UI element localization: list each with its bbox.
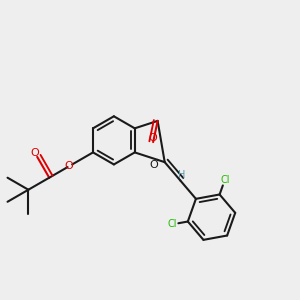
Text: O: O: [150, 160, 158, 170]
Text: O: O: [64, 161, 73, 172]
Text: Cl: Cl: [168, 219, 177, 229]
Text: O: O: [149, 133, 158, 143]
Text: O: O: [31, 148, 39, 158]
Text: Cl: Cl: [220, 175, 230, 185]
Text: H: H: [178, 170, 185, 180]
